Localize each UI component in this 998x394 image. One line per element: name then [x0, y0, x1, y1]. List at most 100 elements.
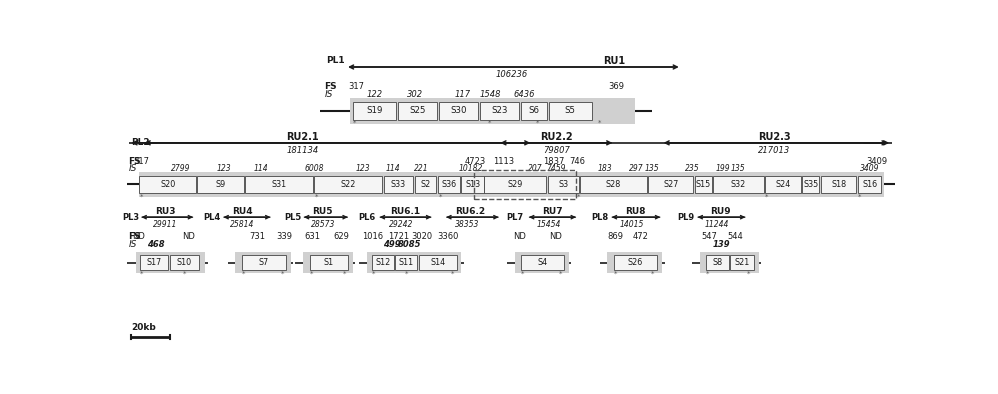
- Bar: [170, 255, 199, 270]
- Text: RU4: RU4: [232, 206, 252, 216]
- Text: *: *: [404, 270, 408, 276]
- Text: RU5: RU5: [312, 206, 333, 216]
- Text: 629: 629: [333, 232, 349, 242]
- Text: 317: 317: [134, 156, 150, 165]
- Bar: [580, 176, 647, 193]
- Text: S7: S7: [258, 258, 269, 267]
- Text: 117: 117: [455, 90, 471, 99]
- Bar: [706, 255, 729, 270]
- Text: RU1: RU1: [603, 56, 626, 66]
- Text: FS: FS: [324, 82, 337, 91]
- Text: 3409: 3409: [860, 164, 879, 173]
- Text: PL4: PL4: [203, 213, 220, 222]
- Text: 544: 544: [728, 232, 743, 242]
- Text: S2: S2: [420, 180, 431, 189]
- Text: 114: 114: [386, 164, 400, 173]
- Bar: [695, 176, 712, 193]
- Bar: [714, 176, 763, 193]
- Text: 79807: 79807: [543, 146, 570, 155]
- Text: *: *: [140, 193, 144, 199]
- Text: FS: FS: [129, 232, 142, 242]
- Text: 114: 114: [253, 164, 268, 173]
- Bar: [548, 176, 579, 193]
- Text: 6008: 6008: [304, 164, 324, 173]
- Text: 4723: 4723: [464, 156, 486, 165]
- Text: 3360: 3360: [437, 232, 459, 242]
- Text: 217013: 217013: [758, 146, 790, 155]
- Text: S31: S31: [271, 180, 286, 189]
- Text: *: *: [614, 270, 617, 276]
- Text: 3020: 3020: [411, 232, 432, 242]
- Text: *: *: [183, 270, 186, 276]
- Bar: [731, 255, 753, 270]
- Bar: [521, 102, 547, 120]
- Text: 869: 869: [607, 232, 623, 242]
- Text: *: *: [372, 270, 375, 276]
- Text: S35: S35: [803, 180, 818, 189]
- Text: RU8: RU8: [625, 206, 646, 216]
- Bar: [367, 252, 461, 273]
- Text: RU6.1: RU6.1: [389, 206, 420, 216]
- Text: S5: S5: [565, 106, 576, 115]
- Bar: [139, 172, 884, 197]
- Text: *: *: [451, 270, 454, 276]
- Text: 14015: 14015: [620, 220, 645, 229]
- Text: 235: 235: [686, 164, 700, 173]
- Text: 1113: 1113: [493, 156, 514, 165]
- Text: 11244: 11244: [705, 220, 730, 229]
- Text: 7459: 7459: [547, 164, 566, 173]
- Bar: [608, 252, 663, 273]
- Bar: [614, 255, 657, 270]
- Text: ND: ND: [182, 232, 195, 242]
- Text: S33: S33: [391, 180, 406, 189]
- Text: S22: S22: [340, 180, 356, 189]
- Text: 221: 221: [413, 164, 428, 173]
- Text: 181134: 181134: [286, 146, 318, 155]
- Text: *: *: [439, 193, 442, 199]
- Text: 339: 339: [276, 232, 292, 242]
- Bar: [415, 176, 436, 193]
- Text: S6: S6: [528, 106, 539, 115]
- Text: S25: S25: [409, 106, 426, 115]
- Bar: [439, 102, 478, 120]
- Text: S17: S17: [147, 258, 162, 267]
- Text: S9: S9: [216, 180, 226, 189]
- Text: *: *: [748, 270, 750, 276]
- Bar: [302, 252, 353, 273]
- Bar: [314, 176, 382, 193]
- Bar: [701, 252, 758, 273]
- Bar: [309, 255, 348, 270]
- Bar: [419, 255, 457, 270]
- Text: PL9: PL9: [677, 213, 694, 222]
- Text: PL3: PL3: [123, 213, 140, 222]
- Bar: [398, 102, 437, 120]
- Bar: [236, 252, 291, 273]
- Bar: [484, 176, 546, 193]
- Bar: [140, 255, 168, 270]
- Text: *: *: [309, 270, 312, 276]
- Text: S1: S1: [324, 258, 334, 267]
- Text: *: *: [652, 270, 655, 276]
- Text: 631: 631: [304, 232, 320, 242]
- Text: *: *: [352, 120, 356, 126]
- Bar: [649, 176, 694, 193]
- Bar: [820, 176, 856, 193]
- Text: ND: ND: [549, 232, 562, 242]
- Text: PL2: PL2: [131, 138, 150, 147]
- Text: 135: 135: [645, 164, 660, 173]
- Text: *: *: [577, 193, 581, 199]
- Text: S29: S29: [508, 180, 523, 189]
- Text: 1837: 1837: [543, 156, 565, 165]
- Text: S20: S20: [160, 180, 176, 189]
- Text: PL1: PL1: [325, 56, 344, 65]
- Text: S24: S24: [775, 180, 790, 189]
- Text: RU2.2: RU2.2: [540, 132, 573, 142]
- Text: *: *: [521, 270, 524, 276]
- Text: 6436: 6436: [514, 90, 535, 99]
- Text: *: *: [706, 270, 709, 276]
- Bar: [802, 176, 819, 193]
- Text: 8085: 8085: [397, 240, 421, 249]
- Text: 317: 317: [348, 82, 365, 91]
- Text: 135: 135: [731, 164, 746, 173]
- Text: *: *: [280, 270, 284, 276]
